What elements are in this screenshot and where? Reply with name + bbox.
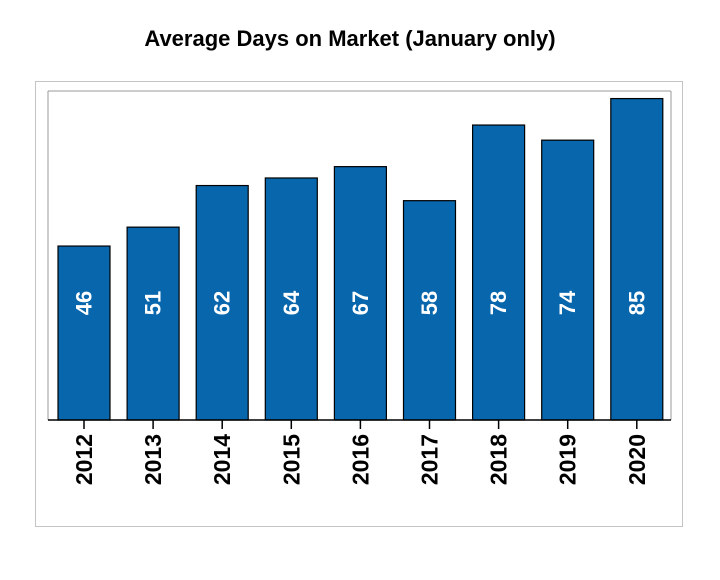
bar-value-label: 78	[486, 291, 511, 315]
bars-layer	[57, 97, 664, 421]
x-tick-label: 2016	[347, 434, 373, 485]
chart-title: Average Days on Market (January only)	[144, 26, 556, 51]
bar-value-label: 67	[348, 291, 373, 315]
x-tick-label: 2012	[71, 434, 97, 485]
bar-2014	[195, 184, 249, 421]
bar-2019	[541, 139, 595, 421]
bar-2018	[472, 124, 526, 421]
x-tick-label: 2017	[417, 434, 443, 485]
x-tick-label: 2015	[278, 434, 304, 485]
bar-value-label: 51	[141, 291, 166, 315]
bar-2012	[57, 245, 111, 421]
bar-value-label: 58	[417, 291, 442, 315]
labels-layer: 46 2012 51 2013 62 2014 64 2015 67 2016 58 2017 78 20…	[71, 290, 650, 485]
bar-2016	[333, 166, 387, 421]
bar-2020	[610, 97, 664, 421]
bar-value-label: 85	[624, 291, 649, 315]
chart-frame	[35, 81, 683, 527]
x-tick-label: 2014	[209, 434, 235, 485]
x-tick-label: 2018	[486, 434, 512, 485]
bar-value-label: 62	[210, 291, 235, 315]
bar-value-label: 74	[555, 290, 580, 315]
x-tick-label: 2013	[140, 434, 166, 485]
bar-2013	[126, 226, 180, 421]
bar-2015	[264, 177, 318, 421]
x-tick-label: 2019	[555, 434, 581, 485]
ticks-layer	[83, 420, 638, 429]
bar-value-label: 64	[279, 290, 304, 315]
x-tick-label: 2020	[624, 434, 650, 485]
bar-value-label: 46	[72, 291, 97, 315]
